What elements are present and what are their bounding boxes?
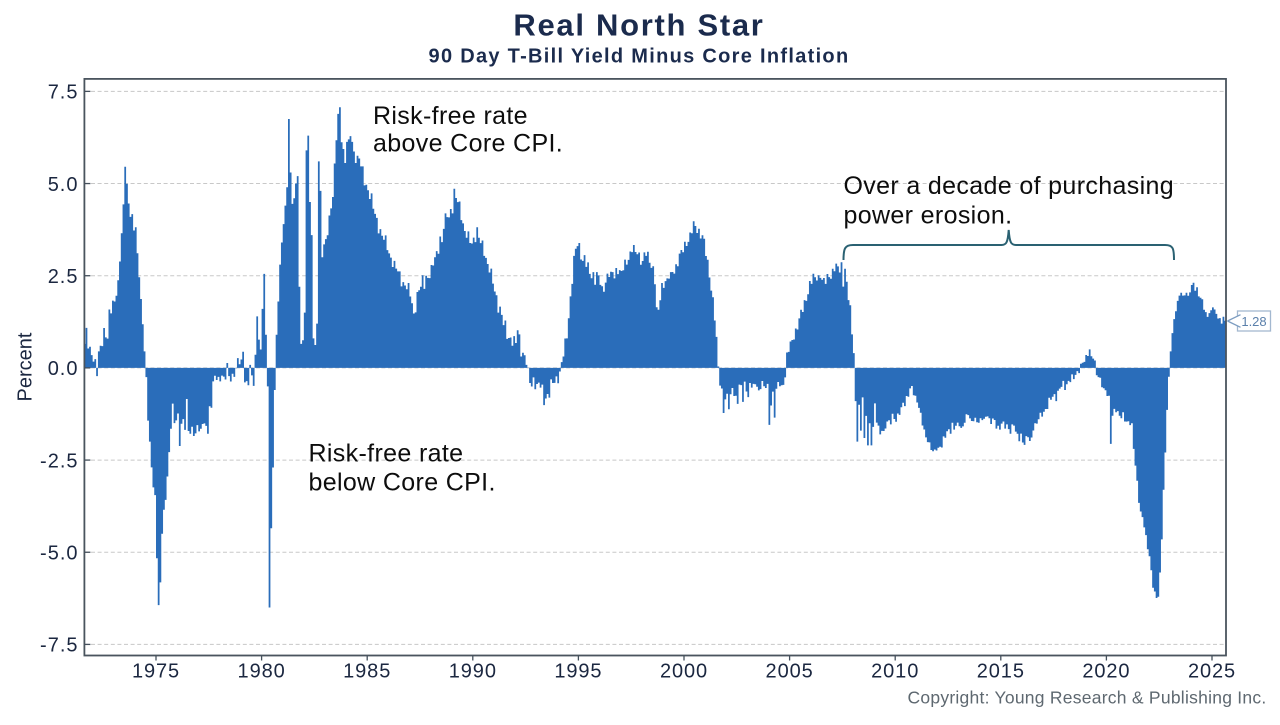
svg-text:below Core CPI.: below Core CPI.	[309, 469, 496, 497]
svg-text:90 Day T-Bill Yield Minus Core: 90 Day T-Bill Yield Minus Core Inflation	[429, 46, 850, 68]
svg-text:2000: 2000	[660, 661, 708, 683]
svg-text:1.28: 1.28	[1241, 314, 1266, 329]
svg-text:1990: 1990	[449, 661, 497, 683]
svg-text:2015: 2015	[977, 661, 1025, 683]
svg-text:2020: 2020	[1082, 661, 1130, 683]
svg-text:5.0: 5.0	[48, 174, 79, 196]
svg-text:2005: 2005	[766, 661, 814, 683]
svg-text:1980: 1980	[238, 661, 286, 683]
svg-text:Percent: Percent	[15, 332, 37, 401]
svg-text:Over a decade of purchasing: Over a decade of purchasing	[844, 172, 1174, 200]
svg-text:above Core CPI.: above Core CPI.	[373, 130, 563, 158]
svg-text:Risk-free rate: Risk-free rate	[373, 102, 528, 130]
svg-text:power erosion.: power erosion.	[844, 202, 1013, 230]
svg-text:-5.0: -5.0	[40, 543, 78, 565]
svg-text:Copyright: Young Research & Pu: Copyright: Young Research & Publishing I…	[907, 688, 1266, 708]
svg-text:-2.5: -2.5	[40, 450, 78, 472]
svg-text:Risk-free rate: Risk-free rate	[309, 440, 464, 468]
svg-text:7.5: 7.5	[48, 82, 79, 104]
svg-text:1975: 1975	[132, 661, 180, 683]
svg-text:1995: 1995	[554, 661, 602, 683]
svg-text:Real North Star: Real North Star	[513, 8, 764, 43]
svg-text:2025: 2025	[1188, 661, 1236, 683]
svg-text:2.5: 2.5	[48, 266, 79, 288]
svg-text:1985: 1985	[343, 661, 391, 683]
svg-text:2010: 2010	[871, 661, 919, 683]
svg-text:-7.5: -7.5	[40, 635, 78, 657]
svg-text:0.0: 0.0	[48, 358, 79, 380]
